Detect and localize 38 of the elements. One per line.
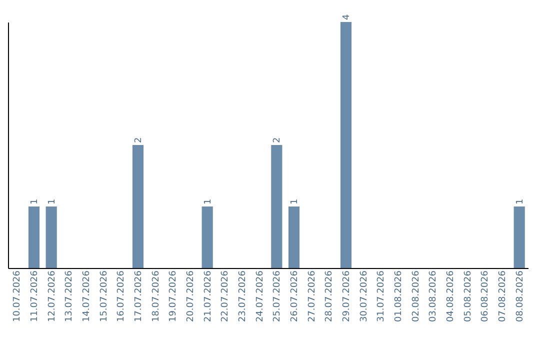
x-tick-label: 16.07.2026 — [116, 270, 127, 322]
x-tick-label: 21.07.2026 — [203, 270, 214, 322]
x-tick-label: 31.07.2026 — [376, 270, 387, 322]
x-tick-label: 13.07.2026 — [64, 270, 75, 322]
x-tick-label: 05.08.2026 — [463, 270, 474, 322]
x-tick-label: 07.08.2026 — [498, 270, 508, 322]
x-tick-label: 18.07.2026 — [151, 270, 162, 322]
data-label: 1 — [515, 198, 526, 204]
x-tick-label: 04.08.2026 — [446, 270, 456, 322]
x-tick-label: 29.07.2026 — [342, 270, 352, 322]
data-label: 1 — [290, 198, 300, 204]
x-tick-label: 22.07.2026 — [220, 270, 231, 322]
x-tick-label: 11.07.2026 — [30, 270, 40, 322]
x-tick-label: 23.07.2026 — [238, 270, 248, 322]
x-tick-label: 15.07.2026 — [99, 270, 110, 322]
data-label: 1 — [47, 198, 58, 204]
x-tick-label: 19.07.2026 — [168, 270, 179, 322]
x-tick-label: 17.07.2026 — [134, 270, 144, 322]
data-label: 2 — [272, 137, 283, 143]
x-tick-label: 26.07.2026 — [290, 270, 300, 322]
data-label: 2 — [134, 137, 144, 143]
x-tick-label: 24.07.2026 — [255, 270, 266, 322]
x-tick-label: 10.07.2026 — [12, 270, 23, 322]
data-label: 1 — [203, 198, 214, 204]
x-tick-label: 02.08.2026 — [411, 270, 422, 322]
x-tick-label: 28.07.2026 — [324, 270, 335, 322]
x-tick-label: 01.08.2026 — [394, 270, 404, 322]
x-tick-label: 06.08.2026 — [480, 270, 491, 322]
data-label: 4 — [342, 14, 352, 20]
data-label: 1 — [30, 198, 40, 204]
x-tick-label: 20.07.2026 — [186, 270, 196, 322]
x-tick-label: 08.08.2026 — [515, 270, 526, 322]
x-tick-label: 03.08.2026 — [428, 270, 439, 322]
x-tick-label: 12.07.2026 — [47, 270, 58, 322]
x-tick-label: 14.07.2026 — [82, 270, 92, 322]
x-tick-label: 27.07.2026 — [307, 270, 318, 322]
x-tick-label: 25.07.2026 — [272, 270, 283, 322]
x-tick-label: 30.07.2026 — [359, 270, 370, 322]
